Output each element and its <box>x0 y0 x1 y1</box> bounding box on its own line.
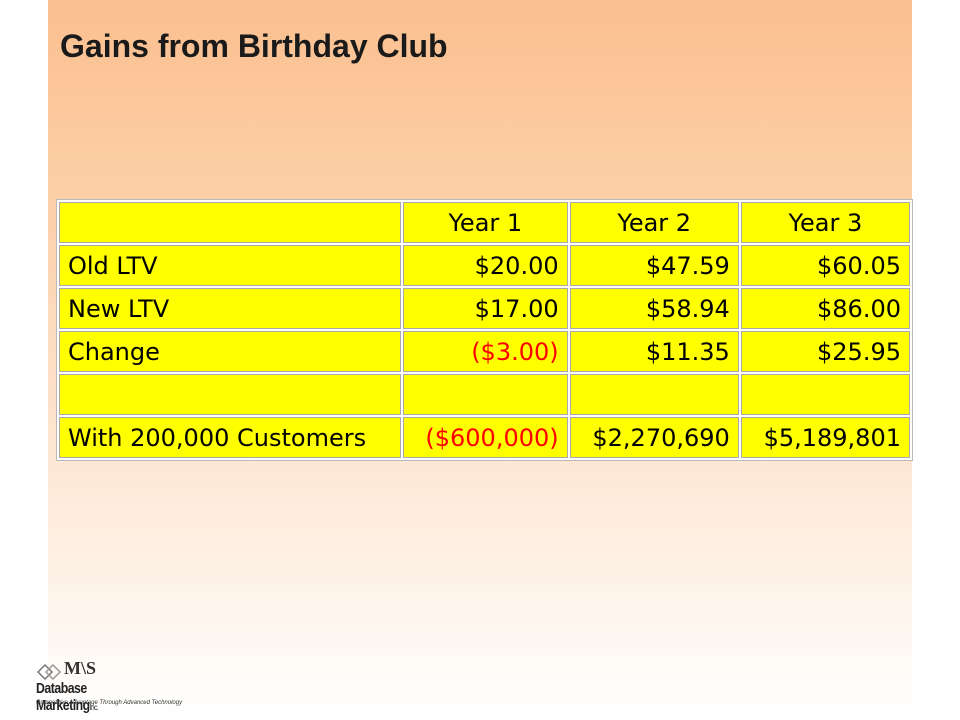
header-cell-year-1: Year 1 <box>403 202 568 243</box>
table-header-row: Year 1 Year 2 Year 3 <box>59 202 910 243</box>
row-label: New LTV <box>59 288 401 329</box>
cell-value: $25.95 <box>740 331 910 372</box>
cell-value: $58.94 <box>569 288 739 329</box>
table-row-empty <box>59 374 910 415</box>
logo-name: Database MarketingInc. <box>36 680 141 714</box>
table-row: Old LTV $20.00 $47.59 $60.05 <box>59 245 910 286</box>
cell-value: $86.00 <box>740 288 910 329</box>
cell-value: $2,270,690 <box>569 417 739 458</box>
header-cell-year-2: Year 2 <box>569 202 739 243</box>
cell-value: $47.59 <box>569 245 739 286</box>
cell-value-negative: ($3.00) <box>403 331 568 372</box>
ltv-table: Year 1 Year 2 Year 3 Old LTV $20.00 $47.… <box>56 199 913 461</box>
slide-title: Gains from Birthday Club <box>60 28 448 64</box>
logo-suffix: Inc. <box>89 703 99 712</box>
cell-value-negative: ($600,000) <box>403 417 568 458</box>
row-label <box>59 374 401 415</box>
header-cell-year-3: Year 3 <box>740 202 910 243</box>
diamond-logo-icon <box>36 663 62 681</box>
table-row: With 200,000 Customers ($600,000) $2,270… <box>59 417 910 458</box>
cell-value <box>403 374 568 415</box>
cell-value: $5,189,801 <box>740 417 910 458</box>
cell-value: $17.00 <box>403 288 568 329</box>
cell-value: $11.35 <box>569 331 739 372</box>
cell-value <box>740 374 910 415</box>
cell-value: $20.00 <box>403 245 568 286</box>
table-row: New LTV $17.00 $58.94 $86.00 <box>59 288 910 329</box>
cell-value: $60.05 <box>740 245 910 286</box>
company-logo: M\S Database MarketingInc. Competitive A… <box>34 658 182 714</box>
logo-tagline: Competitive Advantage Through Advanced T… <box>36 700 183 706</box>
row-label: With 200,000 Customers <box>59 417 401 458</box>
logo-mark-text: M\S <box>64 658 97 678</box>
table-row: Change ($3.00) $11.35 $25.95 <box>59 331 910 372</box>
row-label: Old LTV <box>59 245 401 286</box>
row-label: Change <box>59 331 401 372</box>
cell-value <box>569 374 739 415</box>
header-cell-blank <box>59 202 401 243</box>
logo-name-text: Database Marketing <box>36 680 90 714</box>
